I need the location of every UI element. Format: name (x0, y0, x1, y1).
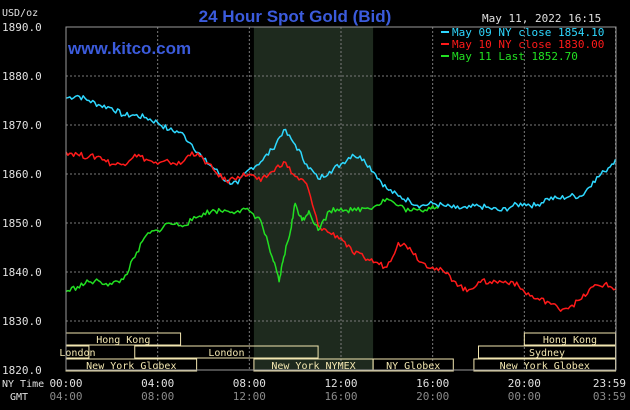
x-tick-label-ny: 16:00 (416, 377, 449, 390)
market-session-label: Hong Kong (543, 335, 597, 346)
market-session-label: London (208, 348, 244, 359)
y-tick-label: 1890.0 (2, 21, 42, 34)
legend-entry: May 11 Last 1852.70 (452, 50, 578, 63)
y-tick-label: 1860.0 (2, 168, 42, 181)
series-line-may-09 (65, 94, 617, 212)
y-tick-label: 1850.0 (2, 217, 42, 230)
y-tick-label: 1880.0 (2, 70, 42, 83)
unit-label: USD/oz (2, 8, 38, 19)
market-session-label: Hong Kong (96, 335, 150, 346)
x-tick-label-ny: 00:00 (49, 377, 82, 390)
x-tick-label-gmt: 08:00 (141, 390, 174, 403)
y-tick-label: 1830.0 (2, 315, 42, 328)
market-session-label: New York Globex (86, 361, 176, 372)
x-tick-label-gmt: 20:00 (416, 390, 449, 403)
ny-time-label: NY Time (2, 379, 44, 390)
timestamp: May 11, 2022 16:15 (482, 12, 601, 25)
market-session-label: New York Globex (500, 361, 590, 372)
x-tick-label-gmt: 03:59 (593, 390, 626, 403)
series-line-may-10 (65, 151, 616, 312)
market-session-bar (372, 358, 454, 372)
x-tick-label-gmt: 12:00 (233, 390, 266, 403)
market-session-label: NY Globex (386, 361, 440, 372)
legend-entry: May 09 NY close 1854.10 (452, 26, 604, 39)
y-tick-label: 1870.0 (2, 119, 42, 132)
x-tick-label-ny: 20:00 (508, 377, 541, 390)
plot-frame (65, 26, 617, 371)
x-tick-label-ny: 04:00 (141, 377, 174, 390)
y-tick-label: 1840.0 (2, 266, 42, 279)
market-session-label: London (59, 348, 95, 359)
site-url: www.kitco.com (67, 39, 191, 58)
gmt-label: GMT (10, 392, 28, 403)
market-session-label: New York NYMEX (271, 361, 355, 372)
chart-title: 24 Hour Spot Gold (Bid) (199, 7, 392, 26)
x-tick-label-ny: 23:59 (593, 377, 626, 390)
x-tick-label-ny: 12:00 (324, 377, 357, 390)
x-tick-label-gmt: 00:00 (508, 390, 541, 403)
x-tick-label-gmt: 04:00 (49, 390, 82, 403)
x-tick-label-ny: 08:00 (233, 377, 266, 390)
legend-entry: May 10 NY close 1830.00 (452, 38, 604, 51)
y-tick-label: 1820.0 (2, 364, 42, 377)
series-line-may-11 (65, 197, 439, 293)
market-session-label: Sydney (529, 348, 565, 359)
market-session-bar (134, 345, 319, 359)
x-tick-label-gmt: 16:00 (324, 390, 357, 403)
nymex-session-shade (253, 27, 374, 370)
